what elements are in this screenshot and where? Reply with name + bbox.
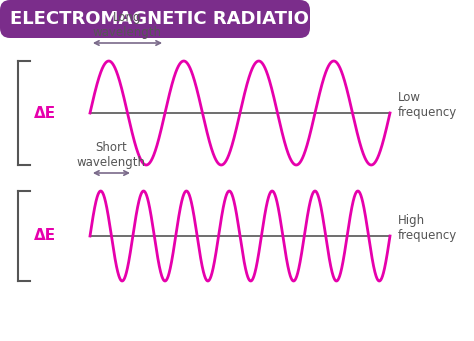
FancyBboxPatch shape [0,0,310,38]
Text: Low
frequency: Low frequency [398,91,457,119]
Text: High
frequency: High frequency [398,214,457,242]
Text: Short
wavelength: Short wavelength [77,141,146,169]
Text: ΔE: ΔE [34,105,56,120]
Text: ELECTROMAGNETIC RADIATION: ELECTROMAGNETIC RADIATION [10,10,324,28]
Text: ΔE: ΔE [34,228,56,243]
Text: Long
wavelength: Long wavelength [93,11,162,39]
